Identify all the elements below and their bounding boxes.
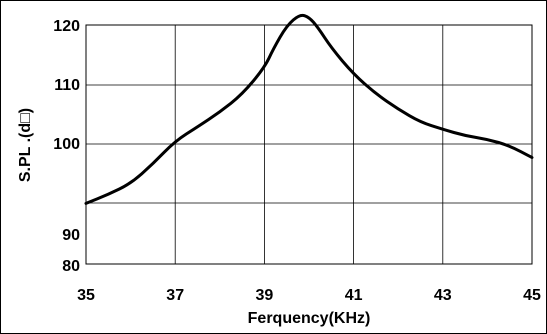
y-tick-label: 90: [62, 227, 80, 244]
x-tick-label: 41: [345, 287, 363, 304]
x-tick-label: 43: [434, 287, 452, 304]
x-tick-label: 37: [166, 287, 184, 304]
series-line: [84, 13, 534, 205]
x-tick-label: 45: [523, 287, 541, 304]
y-tick-label: 110: [54, 77, 80, 94]
x-tick-labels: 35 37 39 41 43 45: [77, 287, 541, 304]
series-group: [84, 13, 534, 205]
y-axis-label: S.PL .(d□): [17, 108, 34, 182]
x-tick-label: 35: [77, 287, 95, 304]
y-tick-labels: 120 110 100 90 80: [53, 18, 80, 275]
y-tick-label: 100: [53, 136, 80, 153]
y-tick-label: 80: [62, 258, 80, 275]
x-tick-label: 39: [256, 287, 274, 304]
plot-area-border: [85, 24, 533, 265]
y-tick-label: 120: [53, 18, 80, 35]
gridlines: [86, 25, 532, 264]
x-axis-label: Ferquency(KHz): [248, 310, 371, 327]
